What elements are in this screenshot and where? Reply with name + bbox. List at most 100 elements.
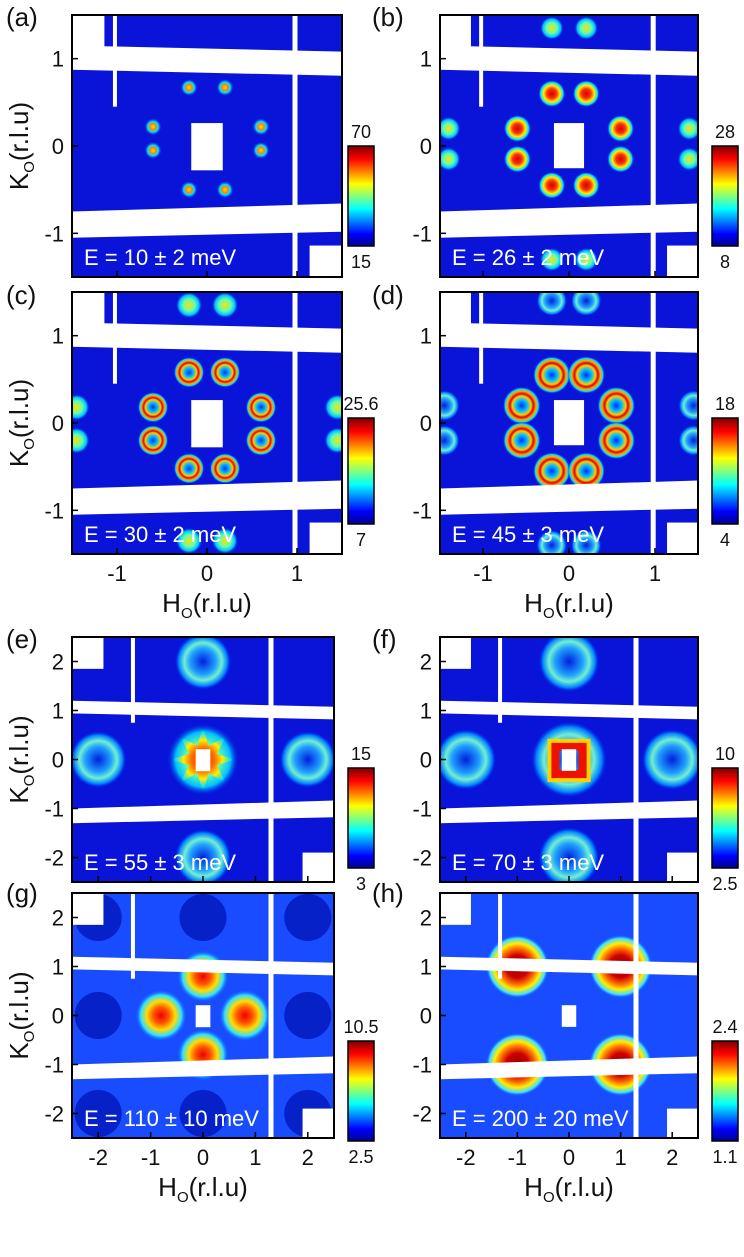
intensity-spot xyxy=(216,180,234,199)
heatmap-area xyxy=(440,15,698,277)
colorbar-max-label: 10.5 xyxy=(343,1017,378,1037)
colorbar-min-label: 15 xyxy=(351,252,371,272)
detector-gap xyxy=(553,123,585,169)
detector-gap xyxy=(440,893,471,925)
y-tick-label: -1 xyxy=(44,498,64,523)
intensity-lobe xyxy=(176,950,230,1003)
intensity-blob-faint xyxy=(539,16,564,41)
y-tick-label: 0 xyxy=(52,134,64,159)
colorbar xyxy=(711,767,739,869)
x-tick-label: 1 xyxy=(649,561,661,586)
intensity-minimum xyxy=(74,991,122,1040)
colorbar xyxy=(347,417,375,525)
colorbar xyxy=(347,1040,375,1142)
intensity-blob xyxy=(572,79,600,108)
intensity-spot xyxy=(144,141,162,160)
y-tick-label: 1 xyxy=(52,699,64,724)
energy-label: E = 55 ± 3 meV xyxy=(84,850,236,875)
panel-a: 1 0 -1 (a) E = 10 ± 2 meV KO(r.l.u) 70 15 xyxy=(4,2,375,278)
colorbar xyxy=(347,767,375,869)
energy-label: E = 200 ± 20 meV xyxy=(452,1106,629,1131)
intensity-ring xyxy=(502,386,541,425)
intensity-blob-faint xyxy=(72,426,90,454)
y-tick-label: -1 xyxy=(412,1053,432,1078)
intensity-ring-faint xyxy=(536,529,568,554)
y-axis-label: KO(r.l.u) xyxy=(4,971,38,1059)
detector-gap xyxy=(561,749,577,771)
intensity-blob-faint xyxy=(677,116,698,141)
panel-label: (a) xyxy=(6,2,38,32)
intensity-spot xyxy=(144,117,162,136)
intensity-blob xyxy=(572,171,600,200)
intensity-blob-faint xyxy=(440,116,461,141)
intensity-minimum xyxy=(179,893,227,942)
panel-label: (d) xyxy=(372,280,404,310)
detector-gap xyxy=(667,522,698,554)
y-tick-label: -1 xyxy=(412,221,432,246)
detector-gap xyxy=(72,292,105,327)
y-tick-label: 0 xyxy=(420,411,432,436)
x-tick-label: 0 xyxy=(201,561,213,586)
detector-gap xyxy=(191,400,223,448)
intensity-minimum xyxy=(179,1089,227,1138)
detector-gap xyxy=(440,322,698,353)
y-tick-label: 0 xyxy=(52,411,64,436)
intensity-ring xyxy=(137,425,169,456)
detector-gap xyxy=(191,123,223,171)
colorbar xyxy=(711,417,739,525)
y-tick-label: 0 xyxy=(52,1004,64,1029)
detector-gap xyxy=(440,203,698,238)
intensity-ring-faint xyxy=(641,728,698,791)
detector-gap xyxy=(72,45,342,76)
intensity-ring-faint xyxy=(440,424,460,456)
y-tick-label: -2 xyxy=(44,846,64,871)
y-tick-label: 2 xyxy=(52,906,64,931)
y-axis-label: KO(r.l.u) xyxy=(4,379,38,467)
detector-gap xyxy=(112,292,117,384)
intensity-ring-faint xyxy=(72,730,128,789)
intensity-ring xyxy=(532,356,571,394)
intensity-minimum xyxy=(284,991,332,1040)
x-tick-label: 0 xyxy=(197,1145,209,1170)
intensity-blob-faint xyxy=(574,247,599,272)
x-axis-label: HO(r.l.u) xyxy=(158,1172,248,1206)
intensity-minimum xyxy=(74,1089,122,1138)
colorbar-min-label: 2.5 xyxy=(712,874,737,894)
y-tick-label: -2 xyxy=(412,1102,432,1127)
detector-gap xyxy=(650,292,656,554)
colorbar-max-label: 18 xyxy=(715,394,735,414)
intensity-ring-faint xyxy=(678,424,698,456)
colorbar-min-label: 4 xyxy=(720,530,730,550)
detector-gap xyxy=(112,15,117,107)
x-tick-label: 1 xyxy=(249,1145,261,1170)
detector-gap xyxy=(479,292,484,384)
x-tick-label: -1 xyxy=(508,1145,528,1170)
intensity-blob xyxy=(503,114,532,143)
y-tick-label: -2 xyxy=(44,1102,64,1127)
detector-gap xyxy=(667,245,698,277)
intensity-ring-faint xyxy=(536,292,568,317)
panel-label: (e) xyxy=(6,624,38,654)
intensity-ring-faint xyxy=(678,390,698,422)
colorbar-max-label: 10 xyxy=(715,744,735,764)
intensity-spot xyxy=(252,117,270,136)
colorbar-min-label: 3 xyxy=(356,874,366,894)
detector-gap xyxy=(440,292,471,327)
intensity-blob-faint xyxy=(175,527,203,554)
intensity-lobe xyxy=(218,989,272,1042)
colorbar-min-label: 7 xyxy=(356,530,366,550)
intensity-ring xyxy=(245,425,277,456)
intensity-ring xyxy=(137,391,169,423)
x-axis-label: HO(r.l.u) xyxy=(162,588,252,622)
detector-gap xyxy=(553,400,585,446)
intensity-ring-faint xyxy=(174,828,232,882)
detector-gap xyxy=(309,245,342,277)
y-tick-label: -1 xyxy=(44,221,64,246)
intensity-square xyxy=(549,740,589,780)
intensity-ring-faint xyxy=(538,826,600,882)
y-tick-label: 0 xyxy=(420,134,432,159)
heatmap-area xyxy=(72,893,334,1138)
y-tick-label: 0 xyxy=(420,748,432,773)
detector-gap xyxy=(633,637,639,882)
